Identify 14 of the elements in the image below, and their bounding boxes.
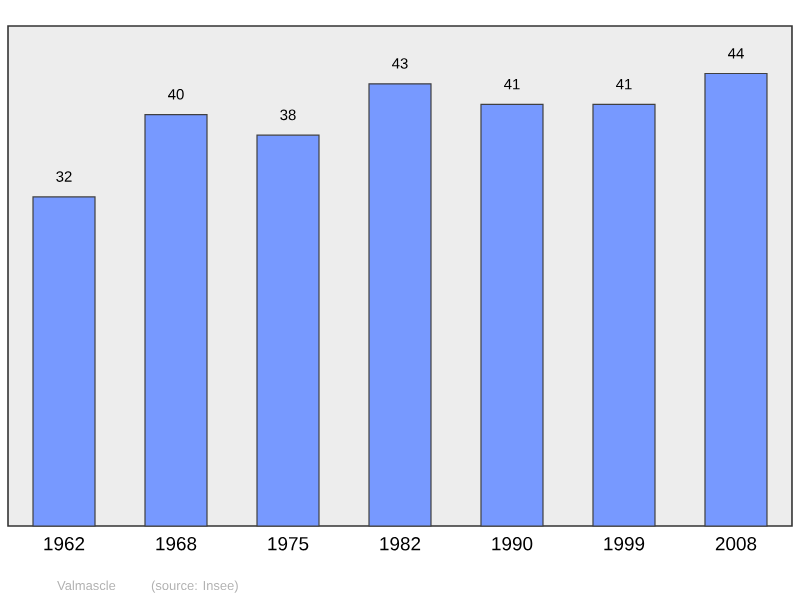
bar [592,104,656,527]
bar [368,83,432,527]
x-tick-label: 2008 [715,537,757,551]
x-tick-label: 1999 [604,537,645,551]
x-tick-label: 1968 [156,537,197,551]
bar [704,73,768,527]
x-tick-label: 1962 [44,537,85,551]
x-tick-label: 1982 [380,537,421,551]
bar [32,196,96,527]
bar [256,134,320,527]
x-tick-label: 1990 [492,537,533,551]
bar [144,114,208,527]
bar [480,104,544,527]
x-tick-label: 1975 [268,537,309,551]
